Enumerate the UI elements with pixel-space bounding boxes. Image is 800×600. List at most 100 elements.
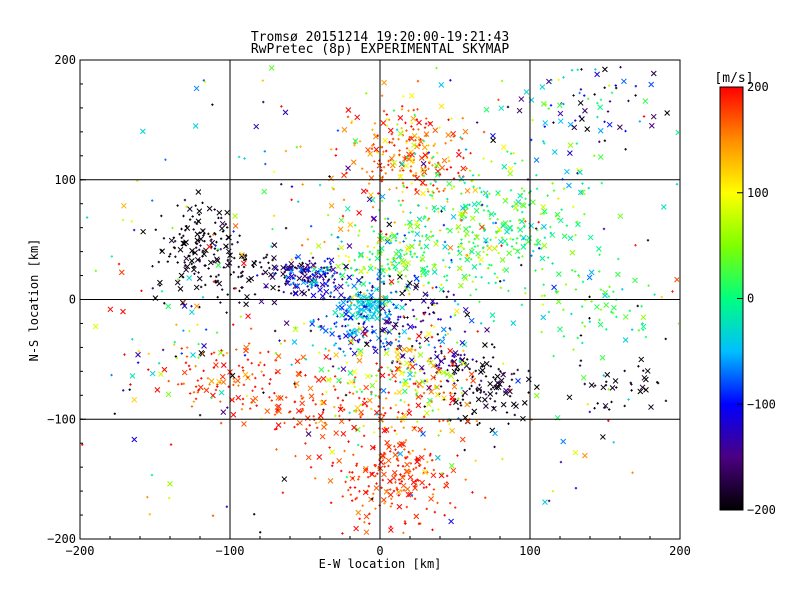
data-point-plus: [677, 322, 679, 325]
data-point-x: [380, 497, 387, 503]
data-point-plus: [447, 159, 451, 163]
data-point-plus: [204, 264, 207, 267]
data-point-plus: [255, 404, 258, 407]
data-point-plus: [201, 201, 204, 205]
data-point-x: [577, 189, 584, 196]
data-point-plus: [403, 253, 406, 256]
data-point-x: [416, 333, 422, 339]
data-point-plus: [508, 388, 511, 392]
data-point-plus: [471, 231, 474, 234]
data-point-x: [406, 280, 413, 286]
data-point-plus: [326, 284, 330, 288]
data-point-plus: [583, 325, 587, 328]
data-point-plus: [398, 344, 401, 347]
data-point-x: [664, 110, 671, 116]
data-point-plus: [401, 354, 405, 357]
data-point-plus: [521, 255, 524, 258]
data-point-x: [329, 449, 336, 455]
data-point-x: [615, 271, 621, 278]
data-point-plus: [340, 469, 343, 473]
data-point-plus: [482, 157, 485, 160]
data-point-plus: [397, 199, 401, 203]
data-point-plus: [284, 149, 288, 153]
data-point-plus: [544, 103, 548, 106]
data-point-x: [407, 360, 414, 367]
data-point-x: [459, 436, 466, 443]
data-point-plus: [380, 179, 384, 183]
data-point-plus: [343, 354, 347, 357]
data-point-plus: [408, 337, 412, 340]
data-point-plus: [202, 369, 205, 373]
data-point-x: [441, 157, 448, 164]
data-point-plus: [471, 491, 474, 494]
data-point-plus: [241, 286, 244, 289]
data-point-plus: [253, 293, 257, 296]
data-point-plus: [122, 389, 125, 392]
data-point-x: [503, 387, 509, 394]
data-point-plus: [333, 344, 336, 347]
data-point-plus: [401, 105, 404, 108]
data-point-x: [181, 369, 188, 376]
data-point-plus: [398, 169, 402, 172]
data-point-plus: [412, 128, 415, 131]
data-point-plus: [459, 419, 463, 422]
data-point-x: [215, 262, 222, 268]
data-point-plus: [510, 229, 514, 232]
data-point-plus: [496, 218, 499, 221]
data-point-plus: [402, 531, 405, 535]
data-point-plus: [431, 234, 435, 237]
data-point-x: [284, 280, 291, 287]
data-point-plus: [307, 268, 310, 271]
data-point-plus: [412, 108, 415, 112]
data-point-plus: [468, 274, 471, 277]
data-point-plus: [260, 265, 263, 269]
data-point-plus: [169, 252, 172, 256]
data-point-plus: [607, 295, 611, 298]
data-point-plus: [366, 313, 370, 317]
data-point-x: [567, 121, 574, 128]
data-point-plus: [405, 186, 409, 189]
data-point-plus: [345, 475, 349, 479]
data-point-plus: [259, 361, 262, 364]
data-point-plus: [215, 358, 218, 362]
data-point-plus: [328, 446, 331, 449]
data-point-x: [594, 304, 600, 310]
data-point-x: [459, 339, 466, 346]
data-point-plus: [457, 149, 461, 152]
data-point-plus: [376, 472, 379, 475]
data-point-plus: [467, 240, 471, 244]
data-point-plus: [350, 499, 354, 502]
data-point-plus: [344, 254, 348, 258]
data-point-plus: [466, 358, 469, 361]
data-point-plus: [615, 86, 618, 90]
data-point-x: [261, 188, 268, 195]
data-point-x: [284, 265, 291, 272]
data-point-plus: [377, 405, 380, 408]
data-point-plus: [368, 250, 372, 254]
data-point-plus: [394, 306, 398, 310]
data-point-plus: [235, 348, 238, 351]
data-point-plus: [588, 320, 592, 323]
data-point-plus: [574, 486, 578, 490]
data-point-x: [253, 123, 260, 130]
data-point-x: [321, 399, 327, 406]
data-point-plus: [352, 453, 355, 456]
data-point-plus: [354, 376, 357, 379]
data-point-plus: [493, 400, 497, 403]
data-point-plus: [482, 130, 486, 134]
data-point-x: [423, 131, 430, 137]
data-point-x: [373, 307, 380, 313]
data-point-plus: [445, 274, 449, 277]
data-point-plus: [370, 225, 374, 228]
data-point-plus: [354, 410, 358, 414]
data-point-plus: [440, 351, 443, 355]
data-point-x: [379, 193, 386, 200]
data-point-plus: [410, 348, 413, 351]
data-point-plus: [511, 205, 514, 208]
data-point-plus: [552, 354, 555, 358]
data-point-plus: [445, 481, 449, 484]
data-point-x: [340, 299, 347, 306]
data-point-plus: [425, 117, 428, 120]
data-point-plus: [572, 348, 575, 351]
data-point-plus: [493, 272, 497, 275]
